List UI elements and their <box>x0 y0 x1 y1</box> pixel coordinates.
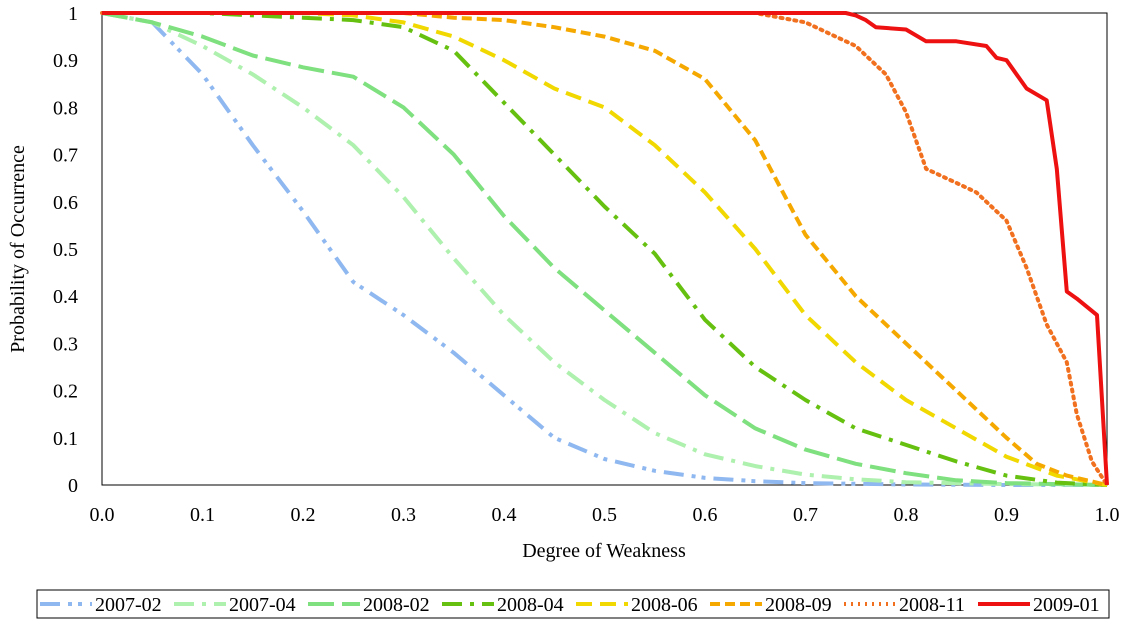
legend-label: 2008-09 <box>765 594 832 616</box>
x-tick-label: 0.4 <box>492 504 517 526</box>
y-tick-label: 0 <box>68 475 78 497</box>
legend-label: 2008-06 <box>631 594 698 616</box>
series-line-2008-09 <box>102 11 1108 487</box>
x-tick-label: 0.9 <box>994 504 1019 526</box>
series-line-2008-04 <box>102 11 1108 487</box>
y-axis-title: Probability of Occurrence <box>7 145 29 353</box>
y-tick-label: 0.8 <box>53 97 78 119</box>
y-tick-label: 0.3 <box>53 333 78 355</box>
series-line-2009-01 <box>102 11 1109 486</box>
x-tick-label: 0.3 <box>391 504 416 526</box>
y-tick-label: 0.5 <box>53 239 78 261</box>
legend: 2007-02 2007-04 2008-02 2008-04 2008-06 2008-… <box>40 594 1100 616</box>
legend-label: 2007-04 <box>229 594 296 616</box>
y-tick-label: 0.7 <box>53 145 78 167</box>
x-tick-label: 0.6 <box>693 504 718 526</box>
x-axis-title: Degree of Weakness <box>522 540 686 562</box>
legend-label: 2009-01 <box>1033 594 1100 616</box>
series-layer <box>100 11 1109 487</box>
series-line-2008-11 <box>100 11 1109 487</box>
x-tick-label: 0.1 <box>190 504 215 526</box>
y-tick-label: 0.1 <box>53 428 78 450</box>
y-tick-label: 0.9 <box>53 50 78 72</box>
x-tick-label: 0.5 <box>592 504 617 526</box>
y-tick-label: 0.6 <box>53 192 78 214</box>
series-line-2007-02 <box>101 11 1107 487</box>
y-tick-label: 1 <box>68 3 78 25</box>
tick-layer: 0.0 0.1 0.2 0.3 0.4 0.5 0.6 0.7 0.8 0.9 1.0 0 0.1 0.2… <box>53 3 1120 526</box>
series-line-2007-04 <box>101 11 1108 487</box>
legend-label: 2008-02 <box>363 594 430 616</box>
x-tick-label: 0.0 <box>90 504 115 526</box>
y-tick-label: 0.2 <box>53 381 78 403</box>
legend-label: 2008-04 <box>497 594 564 616</box>
series-line-2008-06 <box>102 11 1108 487</box>
legend-label: 2008-11 <box>899 594 965 616</box>
y-tick-label: 0.4 <box>53 286 78 308</box>
legend-label: 2007-02 <box>95 594 162 616</box>
x-tick-label: 0.7 <box>793 504 818 526</box>
x-tick-label: 0.8 <box>894 504 919 526</box>
plot-area <box>101 12 1108 486</box>
x-tick-label: 1.0 <box>1095 504 1120 526</box>
x-tick-label: 0.2 <box>291 504 316 526</box>
